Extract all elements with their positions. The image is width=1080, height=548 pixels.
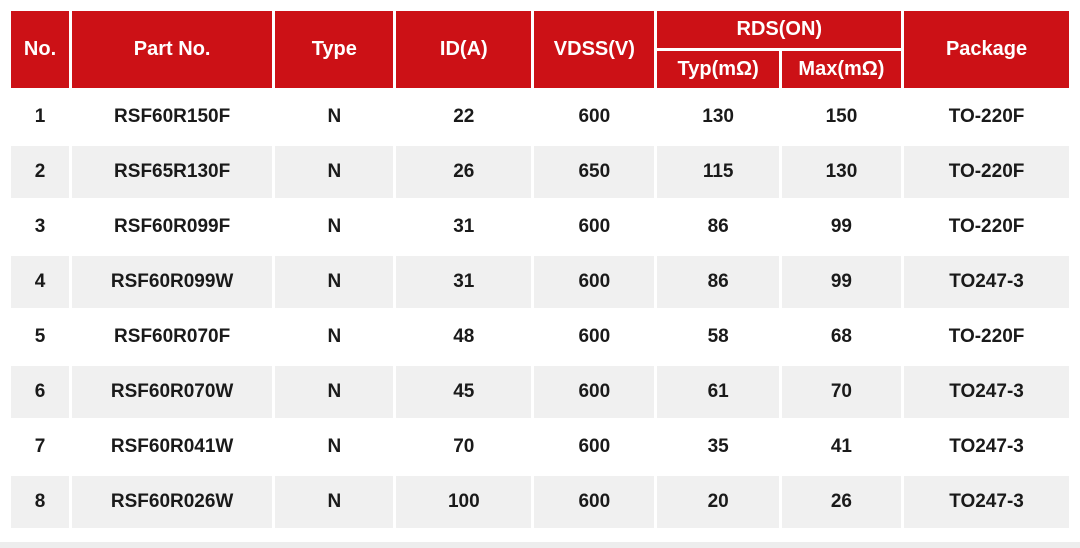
cell-no: 7 bbox=[11, 421, 70, 473]
cell-type: N bbox=[275, 146, 394, 198]
cell-no: 6 bbox=[11, 366, 70, 418]
cell-rds-max: 68 bbox=[781, 311, 902, 363]
cell-vdss: 600 bbox=[534, 91, 655, 143]
cell-rds-max: 41 bbox=[781, 421, 902, 473]
cell-rds-typ: 115 bbox=[657, 146, 779, 198]
cell-type: N bbox=[275, 201, 394, 253]
cell-id: 70 bbox=[396, 421, 532, 473]
cell-part-no: RSF60R070W bbox=[72, 366, 273, 418]
cell-package: TO-220F bbox=[904, 311, 1069, 363]
table-row: 4 RSF60R099W N 31 600 86 99 TO247-3 bbox=[11, 256, 1069, 308]
cell-rds-max: 150 bbox=[781, 91, 902, 143]
cell-part-no: RSF60R026W bbox=[72, 476, 273, 528]
cell-vdss: 600 bbox=[534, 476, 655, 528]
cell-rds-typ: 58 bbox=[657, 311, 779, 363]
header-cell-vdss: VDSS(V) bbox=[534, 11, 655, 88]
header-cell-type: Type bbox=[275, 11, 394, 88]
cell-type: N bbox=[275, 311, 394, 363]
cell-package: TO-220F bbox=[904, 146, 1069, 198]
cell-vdss: 600 bbox=[534, 311, 655, 363]
cell-no: 4 bbox=[11, 256, 70, 308]
table-row: 3 RSF60R099F N 31 600 86 99 TO-220F bbox=[11, 201, 1069, 253]
table-row: 1 RSF60R150F N 22 600 130 150 TO-220F bbox=[11, 91, 1069, 143]
cell-rds-typ: 61 bbox=[657, 366, 779, 418]
cell-rds-max: 130 bbox=[781, 146, 902, 198]
cell-id: 48 bbox=[396, 311, 532, 363]
cell-id: 22 bbox=[396, 91, 532, 143]
cell-id: 45 bbox=[396, 366, 532, 418]
cell-id: 31 bbox=[396, 201, 532, 253]
cell-rds-typ: 130 bbox=[657, 91, 779, 143]
cell-rds-typ: 35 bbox=[657, 421, 779, 473]
header-cell-rds: RDS(ON) bbox=[657, 11, 902, 48]
cell-type: N bbox=[275, 366, 394, 418]
header-cell-id: ID(A) bbox=[396, 11, 532, 88]
cell-rds-max: 99 bbox=[781, 256, 902, 308]
cell-vdss: 650 bbox=[534, 146, 655, 198]
cell-package: TO247-3 bbox=[904, 421, 1069, 473]
cell-rds-typ: 86 bbox=[657, 201, 779, 253]
table-row: 5 RSF60R070F N 48 600 58 68 TO-220F bbox=[11, 311, 1069, 363]
cell-vdss: 600 bbox=[534, 256, 655, 308]
cell-type: N bbox=[275, 421, 394, 473]
table-row: 2 RSF65R130F N 26 650 115 130 TO-220F bbox=[11, 146, 1069, 198]
cell-rds-max: 26 bbox=[781, 476, 902, 528]
cell-no: 2 bbox=[11, 146, 70, 198]
cell-package: TO247-3 bbox=[904, 366, 1069, 418]
cell-package: TO247-3 bbox=[904, 256, 1069, 308]
cell-rds-typ: 20 bbox=[657, 476, 779, 528]
table-body: 1 RSF60R150F N 22 600 130 150 TO-220F 2 … bbox=[11, 91, 1069, 528]
cell-vdss: 600 bbox=[534, 201, 655, 253]
header-cell-rds-max: Max(mΩ) bbox=[781, 51, 902, 88]
cell-no: 5 bbox=[11, 311, 70, 363]
header-cell-rds-typ: Typ(mΩ) bbox=[657, 51, 779, 88]
table-row: 8 RSF60R026W N 100 600 20 26 TO247-3 bbox=[11, 476, 1069, 528]
header-cell-part-no: Part No. bbox=[72, 11, 273, 88]
cell-id: 26 bbox=[396, 146, 532, 198]
table-row: 6 RSF60R070W N 45 600 61 70 TO247-3 bbox=[11, 366, 1069, 418]
bottom-shadow-band bbox=[0, 542, 1080, 548]
cell-part-no: RSF65R130F bbox=[72, 146, 273, 198]
cell-type: N bbox=[275, 91, 394, 143]
table-row: 7 RSF60R041W N 70 600 35 41 TO247-3 bbox=[11, 421, 1069, 473]
cell-no: 1 bbox=[11, 91, 70, 143]
cell-id: 100 bbox=[396, 476, 532, 528]
cell-vdss: 600 bbox=[534, 366, 655, 418]
header-cell-package: Package bbox=[904, 11, 1069, 88]
cell-rds-max: 99 bbox=[781, 201, 902, 253]
mosfet-spec-table: No. Part No. Type ID(A) VDSS(V) RDS(ON) … bbox=[8, 8, 1072, 531]
cell-rds-typ: 86 bbox=[657, 256, 779, 308]
cell-no: 3 bbox=[11, 201, 70, 253]
cell-vdss: 600 bbox=[534, 421, 655, 473]
cell-part-no: RSF60R041W bbox=[72, 421, 273, 473]
cell-type: N bbox=[275, 256, 394, 308]
cell-package: TO-220F bbox=[904, 201, 1069, 253]
table-header: No. Part No. Type ID(A) VDSS(V) RDS(ON) … bbox=[11, 11, 1069, 88]
cell-rds-max: 70 bbox=[781, 366, 902, 418]
cell-package: TO-220F bbox=[904, 91, 1069, 143]
cell-part-no: RSF60R070F bbox=[72, 311, 273, 363]
cell-no: 8 bbox=[11, 476, 70, 528]
cell-part-no: RSF60R099W bbox=[72, 256, 273, 308]
cell-type: N bbox=[275, 476, 394, 528]
header-cell-no: No. bbox=[11, 11, 70, 88]
cell-id: 31 bbox=[396, 256, 532, 308]
cell-part-no: RSF60R150F bbox=[72, 91, 273, 143]
cell-package: TO247-3 bbox=[904, 476, 1069, 528]
cell-part-no: RSF60R099F bbox=[72, 201, 273, 253]
